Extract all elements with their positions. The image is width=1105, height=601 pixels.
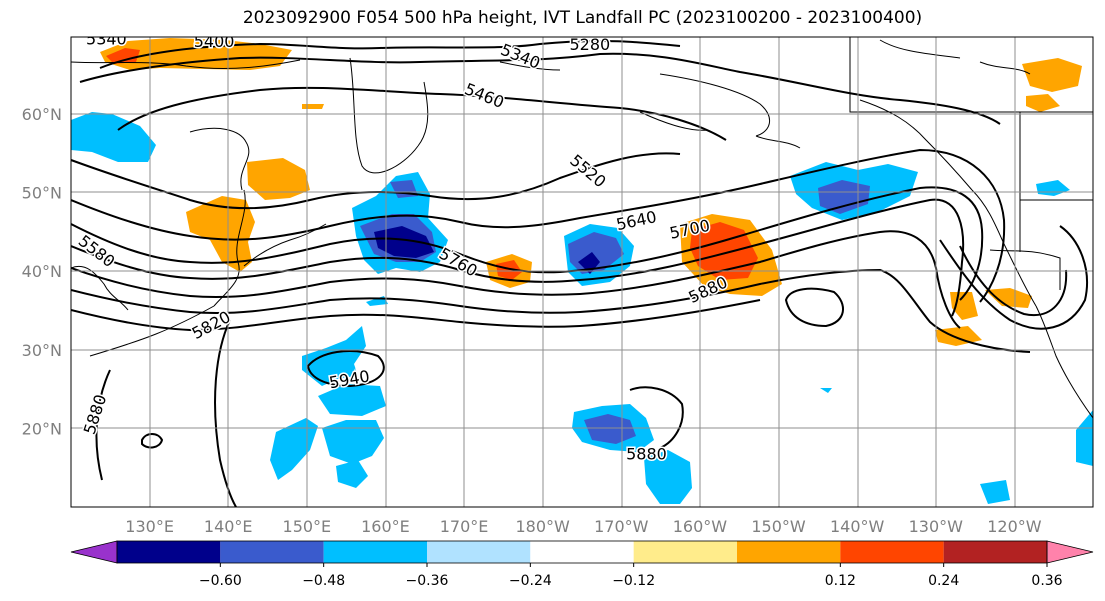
lon-label: 150°W	[751, 517, 806, 536]
lon-label: 130°E	[125, 517, 174, 536]
colorbar-extend-high	[1046, 540, 1094, 564]
colorbar-tick-label: 0.12	[825, 573, 856, 589]
lon-label: 150°E	[283, 517, 332, 536]
colorbar-segment	[840, 541, 944, 563]
lat-label: 40°N	[22, 262, 62, 281]
colorbar-tick-label: 0.24	[928, 573, 959, 589]
colorbar-ticks: −0.60−0.48−0.36−0.24−0.120.120.240.360.4…	[199, 563, 1063, 589]
longitude-labels: 130°E 140°E 150°E 160°E 170°E 180°W 170°W 160°W…	[125, 517, 1041, 536]
lon-label: 140°W	[830, 517, 885, 536]
colorbar-segment	[943, 541, 1047, 563]
colorbar-segment	[117, 541, 221, 563]
map-title: 2023092900 F054 500 hPa height, IVT Land…	[242, 8, 923, 28]
colorbar-tick-label: −0.48	[302, 573, 345, 589]
lat-label: 30°N	[22, 341, 62, 360]
contour-label: 5280	[570, 35, 611, 54]
lon-label: 160°E	[361, 517, 410, 536]
lat-label: 50°N	[22, 184, 62, 203]
map-frame	[70, 36, 1094, 508]
colorbar-extend-low	[70, 540, 118, 564]
colorbar-tick-label: −0.60	[199, 573, 242, 589]
lon-label: 180°W	[516, 517, 571, 536]
latitude-labels: 60°N 50°N 40°N 30°N 20°N	[22, 105, 62, 438]
lon-label: 130°W	[909, 517, 964, 536]
lat-label: 20°N	[22, 419, 62, 438]
colorbar-outline	[116, 540, 1048, 564]
colorbar-tick-label: −0.36	[406, 573, 449, 589]
contour-label: 5400	[194, 32, 235, 51]
contour-label: 5340	[86, 30, 127, 49]
colorbar-tick-label: 0.36	[1031, 573, 1062, 589]
lon-label: 170°W	[594, 517, 649, 536]
lon-label: 120°W	[987, 517, 1042, 536]
colorbar-segment	[220, 541, 324, 563]
colorbar-segment	[737, 541, 841, 563]
colorbar-segment	[633, 541, 737, 563]
contour-label: 5880	[626, 445, 667, 464]
colorbar-segment	[427, 541, 531, 563]
colorbar: −0.60−0.48−0.36−0.24−0.120.120.240.360.4…	[70, 540, 1094, 589]
lat-label: 60°N	[22, 105, 62, 124]
lon-label: 140°E	[204, 517, 253, 536]
colorbar-segment	[323, 541, 427, 563]
colorbar-segment	[530, 541, 634, 563]
lon-label: 160°W	[673, 517, 728, 536]
colorbar-tick-label: −0.12	[612, 573, 655, 589]
colorbar-tick-label: −0.24	[509, 573, 552, 589]
graticule	[71, 37, 1093, 507]
coastlines	[71, 37, 1093, 419]
lon-label: 170°E	[440, 517, 489, 536]
